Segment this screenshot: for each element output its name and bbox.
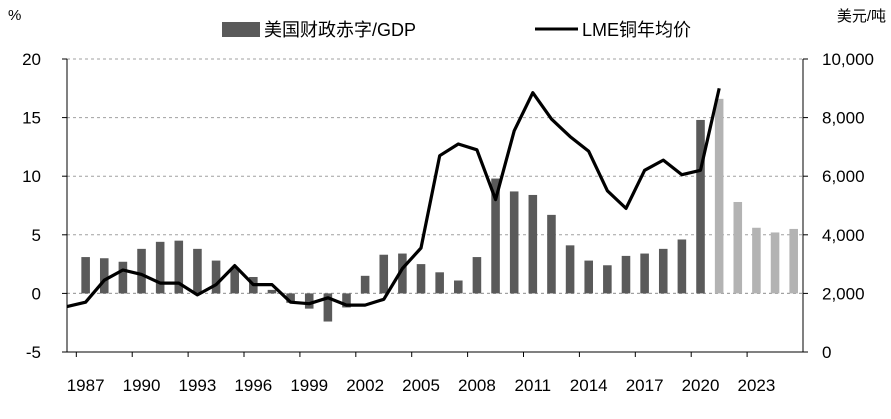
legend-label-deficit: 美国财政赤字/GDP <box>264 20 416 40</box>
right-tick-label: 10,000 <box>822 50 874 69</box>
left-tick-label: 15 <box>22 109 41 128</box>
x-tick-label: 2020 <box>682 376 720 395</box>
left-tick-label: 10 <box>22 167 41 186</box>
x-tick-label: 1993 <box>179 376 217 395</box>
x-tick-label: 2014 <box>570 376 608 395</box>
x-tick-label: 2017 <box>626 376 664 395</box>
left-tick-label: 20 <box>22 50 41 69</box>
bar <box>640 253 649 294</box>
right-axis-unit: 美元/吨 <box>837 8 886 25</box>
x-tick-label: 2002 <box>346 376 384 395</box>
right-tick-label: 4,000 <box>822 226 865 245</box>
legend: 美国财政赤字/GDP LME铜年均价 <box>222 20 691 40</box>
bar <box>491 178 500 294</box>
bar <box>454 280 463 294</box>
bar <box>789 228 798 294</box>
left-tick-label: 0 <box>32 284 41 303</box>
bar <box>603 265 612 294</box>
bar <box>416 264 426 294</box>
bar-series <box>81 98 798 322</box>
left-tick-label: 5 <box>32 226 41 245</box>
bar <box>193 248 202 294</box>
bar <box>696 119 705 294</box>
x-tick-label: 2011 <box>515 376 552 395</box>
left-tick-label: -5 <box>26 343 41 362</box>
right-tick-label: 0 <box>822 343 831 362</box>
bar <box>118 261 128 294</box>
bar <box>435 272 444 294</box>
copper-price-line <box>66 87 721 309</box>
x-tick-label: 2023 <box>738 376 776 395</box>
bar <box>304 293 314 309</box>
bar <box>547 214 556 294</box>
x-tick-label: 1990 <box>123 376 161 395</box>
x-tick-label: 1987 <box>67 376 105 395</box>
bar <box>658 248 668 294</box>
bar <box>211 260 221 294</box>
legend-bar-swatch <box>222 22 260 37</box>
bar <box>472 257 482 294</box>
bar <box>752 227 761 294</box>
bar <box>379 254 389 294</box>
bar <box>99 258 109 294</box>
bar <box>565 245 575 294</box>
bar <box>677 239 687 294</box>
bar <box>155 241 165 294</box>
bar <box>81 257 90 294</box>
bar <box>528 194 538 294</box>
axes <box>62 58 808 357</box>
x-tick-label: 2008 <box>458 376 496 395</box>
bar <box>509 191 519 294</box>
bar <box>323 293 333 322</box>
left-axis-unit: % <box>8 7 21 24</box>
bar <box>360 275 370 294</box>
bar <box>584 260 594 294</box>
line-series <box>66 87 721 309</box>
bar <box>286 293 295 303</box>
bar <box>621 255 631 294</box>
legend-label-copper: LME铜年均价 <box>582 20 691 40</box>
right-tick-label: 8,000 <box>822 109 865 128</box>
bar <box>733 201 743 294</box>
x-tick-label: 2005 <box>402 376 440 395</box>
bar <box>398 253 407 294</box>
x-tick-label: 1996 <box>234 376 272 395</box>
bar <box>174 240 184 294</box>
tick-labels: 20 15 10 5 0 -5 10,000 8,000 6,000 4,000 2,000 0 198… <box>22 50 874 395</box>
bar <box>137 248 146 294</box>
bar <box>714 98 724 294</box>
bar <box>342 293 351 308</box>
right-tick-label: 2,000 <box>822 284 865 303</box>
bar <box>230 267 239 294</box>
bar <box>267 289 277 294</box>
bar <box>770 232 780 294</box>
x-tick-label: 1999 <box>290 376 328 395</box>
right-tick-label: 6,000 <box>822 167 865 186</box>
